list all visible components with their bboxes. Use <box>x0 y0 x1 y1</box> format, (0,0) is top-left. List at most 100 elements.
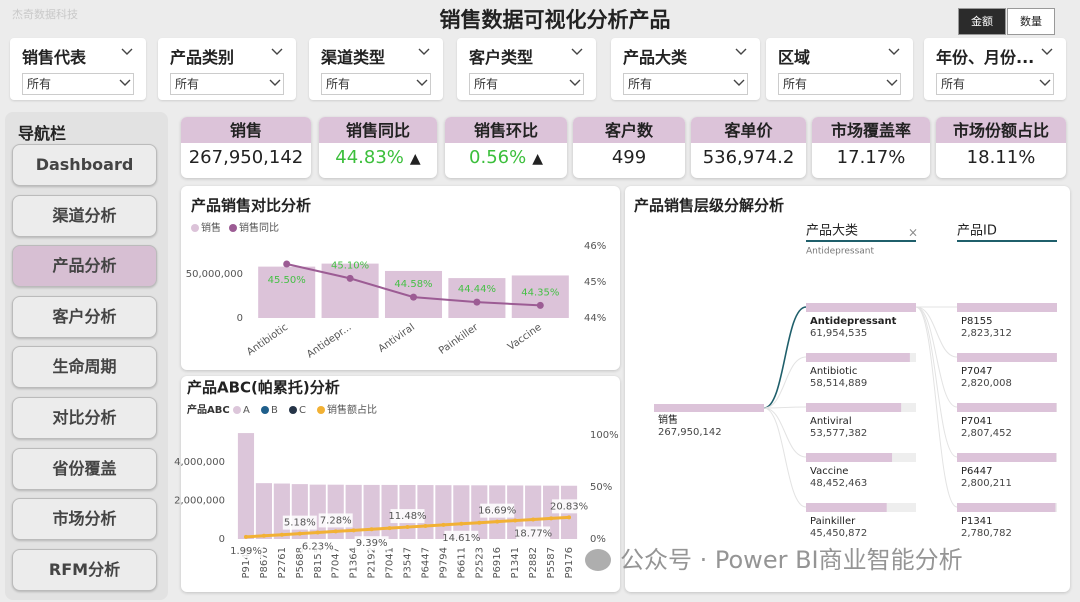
kpi-arrow: ▲ <box>409 151 421 167</box>
filter-card[interactable] <box>611 38 760 100</box>
x-tick-label: P1341 <box>510 547 521 578</box>
filter-card[interactable] <box>924 38 1066 100</box>
filter-label: 产品大类 <box>623 48 688 67</box>
kpi-label: 销售 <box>181 117 311 143</box>
toggle-button[interactable]: 数量 <box>1007 8 1055 35</box>
x-tick-label: P9176 <box>564 547 575 578</box>
label-box <box>552 499 587 514</box>
legend-label: B <box>271 405 278 416</box>
x-tick-label: Antibiotic <box>245 322 290 358</box>
legend-label: C <box>299 405 306 416</box>
x-tick-label: P8670 <box>259 547 270 578</box>
filter-card[interactable] <box>158 38 296 100</box>
kpi-card: 市场覆盖率 17.17% <box>812 117 930 178</box>
filter-dropdown[interactable]: 所有 <box>778 73 901 95</box>
tree-node-value: 2,823,312 <box>961 328 1012 339</box>
line-point <box>346 274 354 282</box>
filter-dropdown[interactable]: 所有 <box>623 73 748 95</box>
tree-bar <box>957 403 1057 412</box>
y2-tick-label: 100% <box>590 430 619 441</box>
kpi-card: 销售环比 0.56% ▲ <box>445 117 567 178</box>
tree-node-value: 2,780,782 <box>961 528 1012 539</box>
tree-bar <box>806 453 893 462</box>
bar <box>471 485 488 539</box>
kpi-value: 18.11% <box>966 147 1036 168</box>
tree-link <box>763 356 807 409</box>
tree-node-name: P7047 <box>961 366 992 377</box>
line-point <box>387 526 392 531</box>
tree-link <box>763 407 807 458</box>
x-tick-label: P9794 <box>438 547 449 578</box>
toggle-button[interactable]: 金额 <box>958 8 1006 35</box>
nav-button[interactable]: Dashboard <box>12 144 157 186</box>
filter-label: 渠道类型 <box>321 48 386 67</box>
nav-button[interactable]: 市场分析 <box>12 498 157 541</box>
chevron <box>269 79 281 86</box>
tree-bar <box>957 453 1057 462</box>
x-tick-label: P8155 <box>313 547 324 578</box>
filter-dropdown[interactable]: 所有 <box>170 73 284 95</box>
filter-dropdown[interactable]: 所有 <box>22 73 134 95</box>
tree-bar <box>654 404 764 412</box>
line-point <box>513 518 518 523</box>
kpi-value-row: 0.56% ▲ <box>445 143 567 174</box>
tree-link <box>763 407 807 508</box>
x-tick-label: P2523 <box>474 547 485 578</box>
data-label: 9.39% <box>356 538 388 549</box>
filter-label: 区域 <box>778 48 811 67</box>
kpi-value-row: 267,950,142 <box>181 143 311 173</box>
nav-button[interactable]: 对比分析 <box>12 397 157 439</box>
legend-label: 销售额占比 <box>327 403 377 416</box>
kpi-value: 499 <box>611 147 647 168</box>
label-box <box>354 536 389 551</box>
filter-card[interactable] <box>309 38 443 100</box>
label-box <box>480 503 515 518</box>
y-tick-label: 0 <box>219 534 225 545</box>
bar <box>448 278 506 318</box>
tree-header: 产品大类 <box>806 224 858 239</box>
tree-bar <box>957 503 1056 512</box>
y-tick-label: 50,000,000 <box>186 269 243 280</box>
line-point <box>441 522 446 527</box>
filter-card[interactable] <box>457 38 596 100</box>
filter-dropdown[interactable]: 所有 <box>469 73 584 95</box>
y2-tick-label: 45% <box>584 277 606 288</box>
tree-selected: Antidepressant <box>806 247 874 257</box>
filter-dropdown[interactable]: 所有 <box>321 73 431 95</box>
tree-node-name: Painkiller <box>810 516 856 527</box>
chevron <box>121 48 133 55</box>
nav-button[interactable]: 生命周期 <box>12 346 157 389</box>
bar <box>543 485 560 539</box>
bar <box>273 483 290 539</box>
tree-link <box>763 406 807 409</box>
kpi-value: 536,974.2 <box>702 147 795 168</box>
legend-swatch <box>317 406 325 414</box>
data-label: 44.44% <box>458 284 496 295</box>
tree-bar <box>806 503 887 512</box>
x-tick-label: Painkiller <box>437 321 481 356</box>
tree-node-name: Antiviral <box>810 416 852 427</box>
filter-card[interactable] <box>10 38 146 100</box>
line-point <box>279 532 284 537</box>
line-point <box>283 260 291 268</box>
line-point <box>473 298 481 306</box>
tree-link <box>763 306 807 409</box>
tree-node-value: 2,807,452 <box>961 428 1012 439</box>
chart-title: 产品销售层级分解分析 <box>634 197 784 215</box>
nav-button[interactable]: 省份覆盖 <box>12 447 157 490</box>
nav-button[interactable]: RFM分析 <box>12 548 157 591</box>
label-box <box>282 515 317 530</box>
tree-close[interactable]: × <box>908 226 918 240</box>
filter-dropdown[interactable]: 所有 <box>936 73 1054 95</box>
chevron <box>733 79 745 86</box>
filter-label: 客户类型 <box>469 48 534 67</box>
label-box <box>444 530 479 545</box>
x-tick-label: P7041 <box>385 547 396 578</box>
filter-card[interactable] <box>766 38 913 100</box>
tree-bar <box>806 403 902 412</box>
data-label: 5.18% <box>284 518 316 529</box>
nav-button[interactable]: 渠道分析 <box>12 194 157 237</box>
nav-button[interactable]: 客户分析 <box>12 295 157 338</box>
nav-button[interactable]: 产品分析 <box>12 245 157 288</box>
